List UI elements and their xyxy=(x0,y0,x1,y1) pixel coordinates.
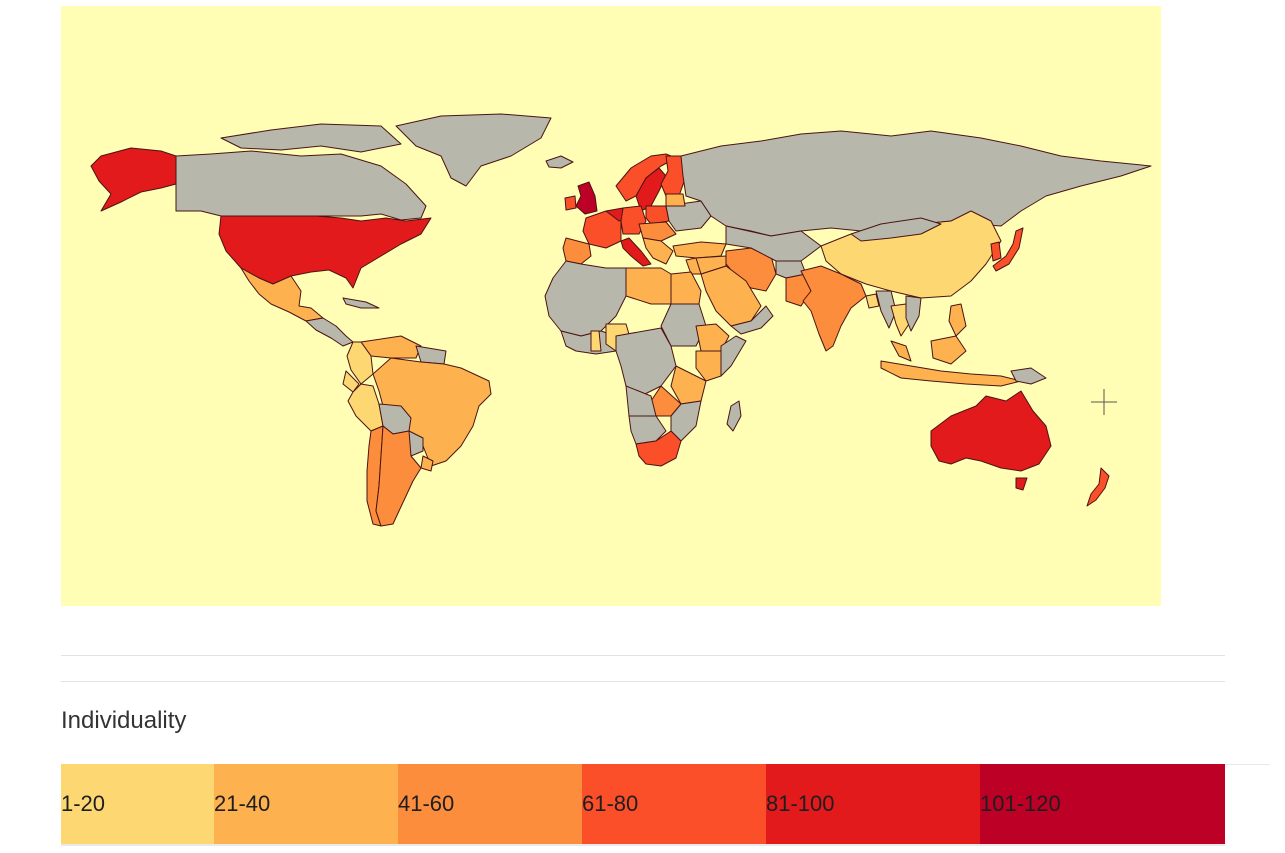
world-map[interactable] xyxy=(61,6,1161,606)
legend-baseline xyxy=(61,844,1225,846)
bangladesh xyxy=(865,293,880,309)
australia xyxy=(930,390,1052,472)
baltics xyxy=(665,193,686,207)
papua-new-guinea xyxy=(1010,367,1047,385)
mexico xyxy=(240,267,324,322)
legend-bin-61-80: 61-80 xyxy=(582,764,766,844)
ghana xyxy=(590,330,602,352)
argentina xyxy=(375,425,422,527)
myanmar xyxy=(875,290,897,329)
arctic-islands xyxy=(220,123,402,153)
zambia xyxy=(650,385,682,417)
legend-bin-41-60: 41-60 xyxy=(398,764,582,844)
divider-top xyxy=(61,655,1225,656)
divider-bottom xyxy=(61,681,1225,682)
south-africa xyxy=(635,430,682,467)
central-africa xyxy=(615,327,677,397)
korea xyxy=(990,241,1002,262)
vietnam xyxy=(905,295,922,332)
canada xyxy=(175,150,427,221)
japan xyxy=(992,227,1024,272)
madagascar xyxy=(726,400,742,432)
balkans xyxy=(642,237,674,265)
tasmania xyxy=(1015,477,1028,491)
italy xyxy=(620,237,652,267)
legend-bin-101-120: 101-120 xyxy=(980,764,1225,844)
philippines xyxy=(948,303,967,337)
greenland xyxy=(395,113,552,187)
poland xyxy=(645,205,670,225)
new-zealand xyxy=(1086,467,1110,507)
cuba xyxy=(342,297,380,309)
uruguay xyxy=(420,455,434,472)
legend-tail xyxy=(1225,764,1270,845)
levant xyxy=(685,257,702,275)
crosshair-icon xyxy=(1091,389,1117,415)
colombia xyxy=(346,341,374,385)
sudan xyxy=(660,303,707,347)
legend-bin-1-20: 1-20 xyxy=(61,764,214,844)
india xyxy=(800,265,867,352)
ireland xyxy=(564,195,577,211)
borneo xyxy=(930,335,967,365)
yemen-oman xyxy=(730,305,774,335)
iceland xyxy=(545,155,574,169)
mongolia xyxy=(850,217,942,242)
turkey xyxy=(672,241,727,259)
malaysia xyxy=(890,340,912,362)
central-europe xyxy=(638,221,677,242)
legend-scale: 1-20 21-40 41-60 61-80 81-100 101-120 xyxy=(61,764,1225,844)
alaska xyxy=(90,147,177,212)
egypt xyxy=(670,271,702,305)
legend-bin-81-100: 81-100 xyxy=(766,764,980,844)
legend-bin-21-40: 21-40 xyxy=(214,764,398,844)
kenya xyxy=(695,350,722,382)
united-kingdom xyxy=(575,181,598,215)
legend-title: Individuality xyxy=(61,707,187,734)
libya xyxy=(625,267,672,305)
indonesia xyxy=(880,360,1022,387)
